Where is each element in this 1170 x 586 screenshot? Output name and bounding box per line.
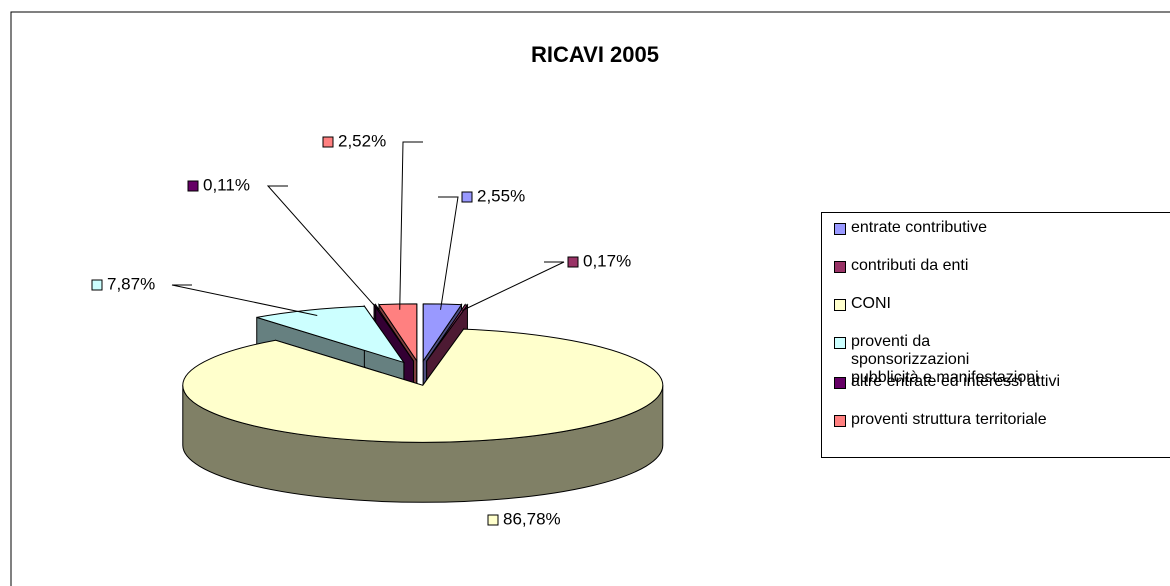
legend-label: proventi da sponsorizzazioni pubblicità …: [851, 333, 1039, 386]
data-label: 2,55%: [477, 186, 525, 205]
label-swatch: [187, 180, 199, 192]
label-swatch: [322, 136, 334, 148]
legend-label: proventi struttura territoriale: [851, 411, 1047, 428]
legend-label: entrate contributive: [851, 219, 988, 236]
legend-item: altre entrate ed interessi attivi: [834, 373, 1170, 411]
legend-item: proventi da sponsorizzazioni pubblicità …: [834, 333, 1170, 386]
data-label: 0,17%: [583, 251, 631, 270]
data-label: 86,78%: [503, 509, 561, 528]
leader-line: [266, 185, 380, 311]
chart-title: RICAVI 2005: [531, 42, 659, 67]
legend-swatch: [834, 261, 846, 273]
slice-top: [256, 305, 406, 364]
label-swatch: [461, 191, 473, 203]
legend-swatch: [834, 337, 846, 349]
frame: [10, 11, 1170, 586]
label-swatch: [567, 256, 579, 268]
leader-line: [462, 261, 565, 311]
slice-top: [182, 328, 664, 443]
legend-item: contributi da enti: [834, 257, 1170, 295]
label-swatch: [487, 514, 499, 526]
data-label: 2,52%: [338, 131, 386, 150]
legend-swatch: [834, 377, 846, 389]
legend-label: CONI: [851, 295, 891, 312]
slice-top: [378, 303, 418, 363]
slice-top: [422, 303, 463, 363]
leader-line: [171, 284, 318, 316]
legend-swatch: [834, 415, 846, 427]
legend: entrate contributive contributi da enti CO…: [821, 212, 1170, 458]
legend-item: proventi struttura territoriale: [834, 411, 1170, 449]
legend-label: altre entrate ed interessi attivi: [851, 373, 1060, 390]
data-label: 0,11%: [203, 175, 250, 194]
legend-swatch: [834, 223, 846, 235]
legend-label: contributi da enti: [851, 257, 969, 274]
legend-item: entrate contributive: [834, 219, 1170, 257]
label-swatch: [91, 279, 103, 291]
data-label: 7,87%: [107, 274, 155, 293]
legend-swatch: [834, 299, 846, 311]
leader-line: [399, 141, 423, 310]
slice: [182, 327, 664, 503]
legend-item: CONI: [834, 295, 1170, 333]
slice-top: [426, 304, 469, 362]
leader-line: [438, 196, 459, 310]
pie: [182, 302, 664, 503]
